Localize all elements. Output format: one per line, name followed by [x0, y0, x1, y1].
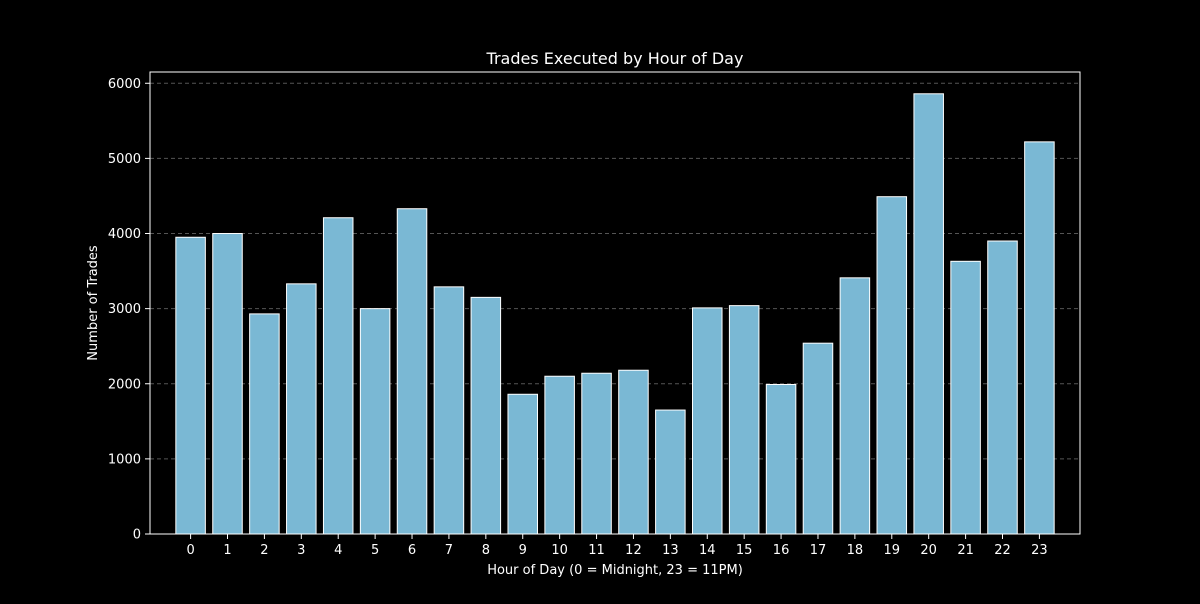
axes [149, 71, 1081, 535]
y-tick-label: 0 [133, 528, 141, 543]
bar-hour-4 [322, 217, 354, 535]
x-tick-label: 16 [773, 543, 790, 558]
bar-hour-13 [655, 409, 686, 535]
x-tick-label: 10 [551, 543, 568, 558]
bar-hour-20 [913, 93, 944, 535]
bar-hour-21 [950, 260, 981, 535]
x-tick-label: 6 [408, 543, 416, 558]
x-tick-label: 1 [223, 543, 231, 558]
x-tick-label: 5 [371, 543, 379, 558]
plot-frame [149, 71, 1081, 535]
y-tick-label: 5000 [108, 152, 141, 167]
bar-hour-7 [433, 286, 465, 535]
bar-hour-2 [249, 313, 280, 535]
chart-title: Trades Executed by Hour of Day [486, 49, 744, 68]
bar-hour-19 [876, 196, 908, 535]
x-tick-label: 18 [847, 543, 864, 558]
x-tick-label: 21 [957, 543, 974, 558]
y-axis-label: Number of Trades [86, 245, 101, 361]
x-tick-label: 4 [334, 543, 342, 558]
x-tick-label: 9 [519, 543, 527, 558]
y-tick-label: 3000 [108, 302, 141, 317]
bar-hour-17 [802, 342, 834, 535]
y-tick-label: 4000 [108, 227, 141, 242]
x-tick-label: 0 [186, 543, 194, 558]
bar-hour-22 [987, 240, 1018, 535]
bars [175, 93, 1055, 535]
x-tick-label: 12 [625, 543, 642, 558]
y-tick-label: 1000 [108, 452, 141, 467]
x-tick-label: 2 [260, 543, 268, 558]
bar-hour-1 [212, 233, 243, 535]
y-axis-ticks: 0 1000 2000 3000 4000 5000 6000 [108, 77, 150, 543]
x-tick-label: 17 [810, 543, 827, 558]
x-tick-label: 19 [884, 543, 901, 558]
bar-hour-8 [470, 296, 502, 535]
bar-hour-12 [618, 369, 649, 535]
bar-hour-10 [544, 375, 575, 535]
bar-hour-3 [286, 283, 317, 535]
bar-hour-6 [396, 208, 428, 535]
x-tick-label: 15 [736, 543, 753, 558]
bar-hour-16 [765, 384, 797, 535]
x-tick-label: 20 [920, 543, 937, 558]
y-tick-label: 2000 [108, 377, 141, 392]
bar-hour-23 [1024, 141, 1055, 535]
x-tick-label: 22 [994, 543, 1011, 558]
bar-hour-0 [175, 236, 206, 535]
x-tick-label: 3 [297, 543, 305, 558]
bar-hour-5 [359, 308, 391, 535]
x-tick-label: 7 [445, 543, 453, 558]
x-tick-label: 11 [588, 543, 605, 558]
bar-hour-11 [581, 372, 612, 535]
bar-hour-15 [728, 305, 760, 535]
bar-hour-14 [692, 307, 723, 535]
x-tick-label: 23 [1031, 543, 1048, 558]
x-tick-label: 13 [662, 543, 679, 558]
x-axis-label: Hour of Day (0 = Midnight, 23 = 11PM) [487, 563, 743, 578]
y-tick-label: 6000 [108, 77, 141, 92]
x-tick-label: 14 [699, 543, 716, 558]
bar-hour-9 [507, 393, 539, 535]
x-axis-ticks: 0 1 2 3 4 5 6 7 8 9 10 11 12 13 14 15 16 17 18 19 20 21 22 23 [186, 534, 1048, 558]
x-tick-label: 8 [482, 543, 490, 558]
bar-hour-18 [839, 277, 871, 535]
